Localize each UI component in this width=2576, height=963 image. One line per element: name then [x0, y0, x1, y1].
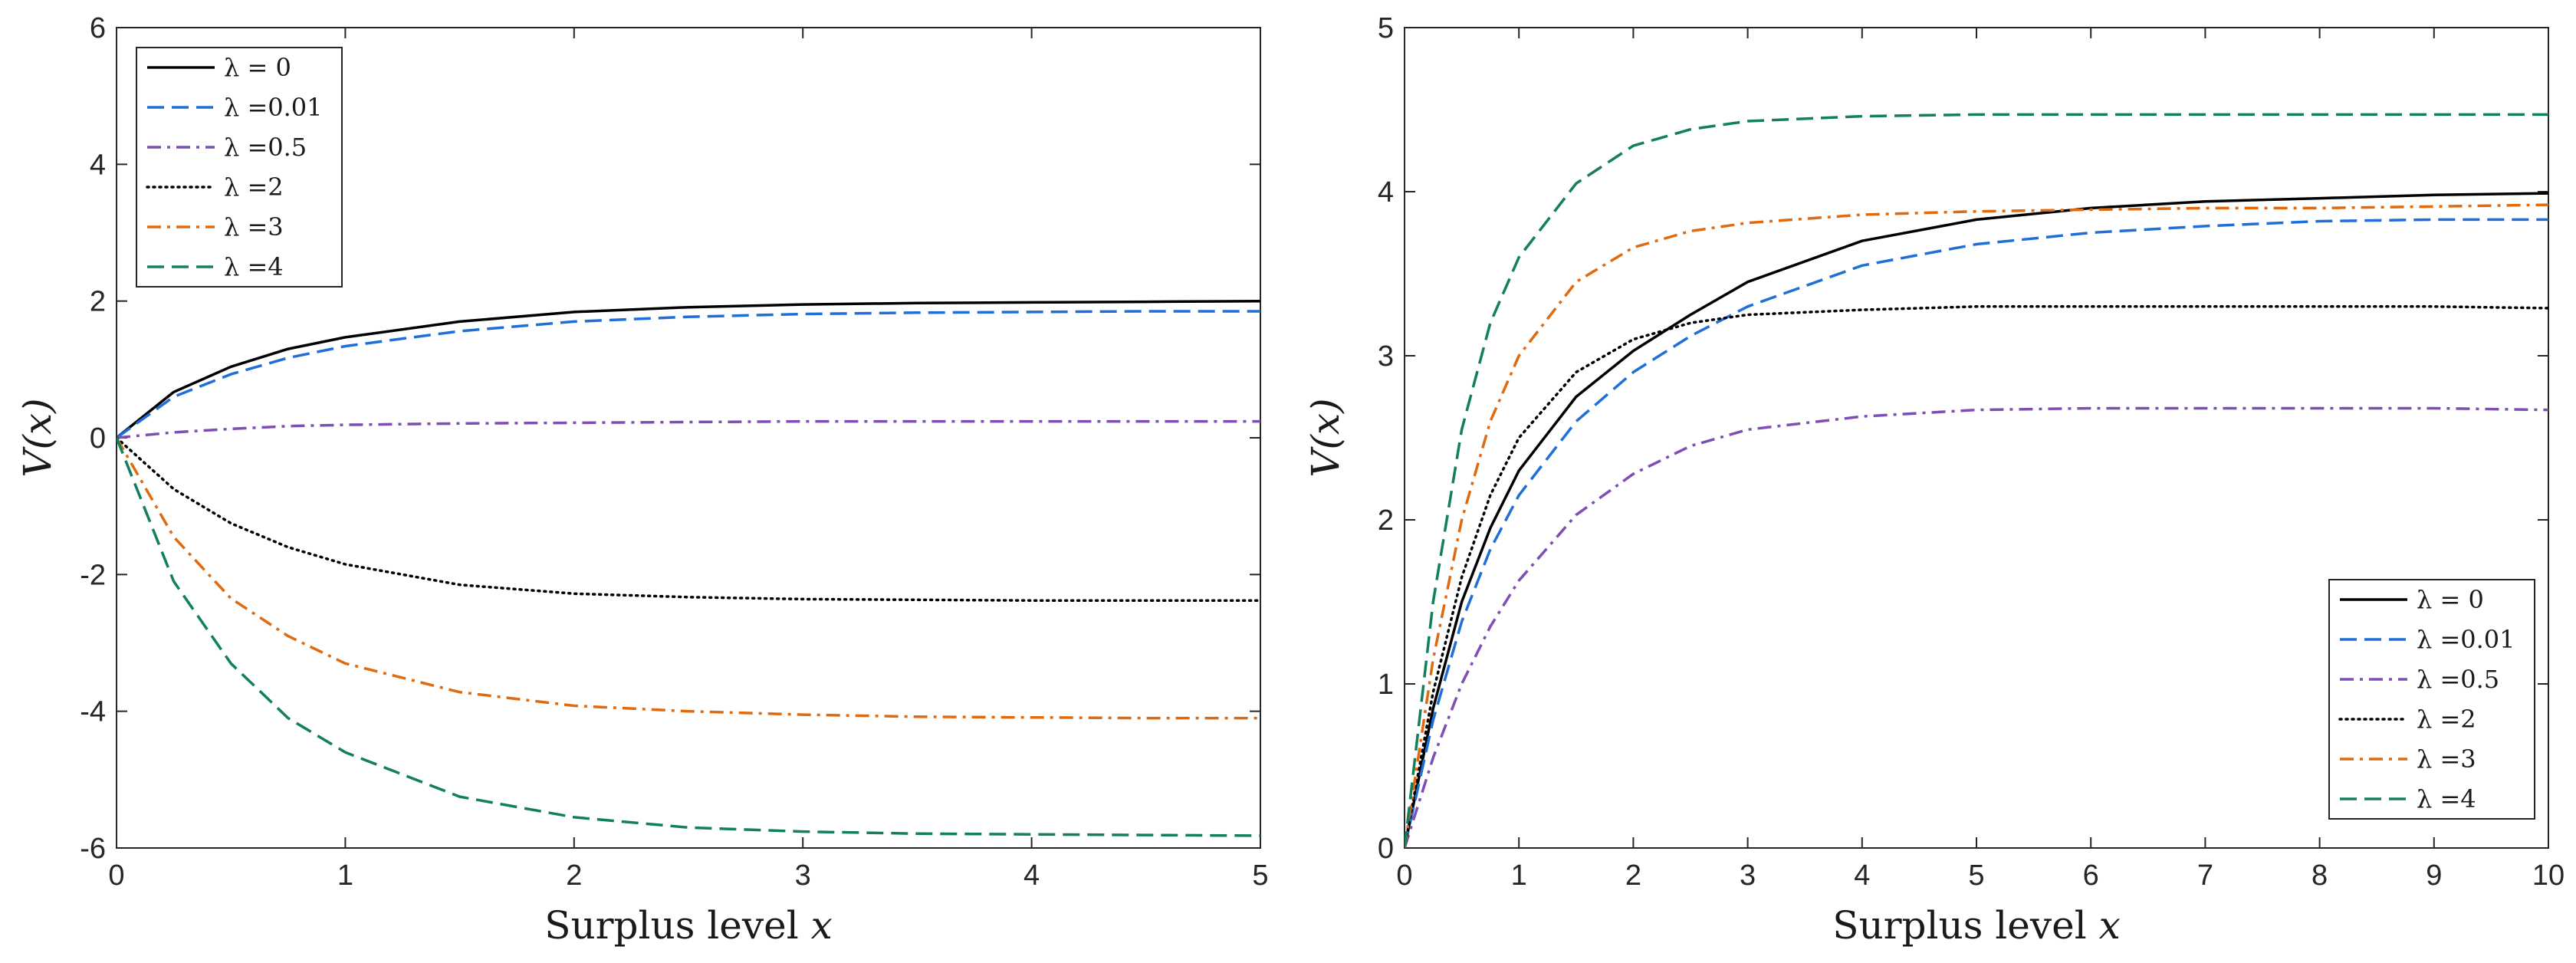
- series-line-1: [117, 299, 1260, 439]
- series-line-4: [117, 436, 1260, 602]
- legend-label: λ =0.5: [224, 133, 307, 162]
- x-tick-label: 5: [1968, 859, 1984, 892]
- series-line-2: [1405, 218, 2548, 848]
- legend: λ = 0 λ =0.01 λ =0.5 λ =2 λ =3 λ =4: [136, 47, 343, 288]
- x-tick-label: 10: [2532, 859, 2564, 892]
- x-tick-label: 5: [1252, 859, 1268, 892]
- x-tick-label: 0: [1396, 859, 1412, 892]
- x-tick-label: 1: [337, 859, 353, 892]
- chart-panel-2: 0 1 2 3 4 5 6 7 8 9 10 0 1 2 3 4 5 Surplus level x V(x) λ =…: [1303, 12, 2564, 948]
- legend-box: [136, 47, 343, 288]
- y-tick-label: -4: [80, 696, 106, 728]
- x-tick-label: 6: [2083, 859, 2099, 892]
- x-tick-label: 0: [108, 859, 124, 892]
- series-line-5: [1405, 203, 2548, 848]
- y-tick-label: 0: [1378, 833, 1394, 865]
- series-line-5: [117, 437, 1260, 720]
- y-tick-label: 0: [90, 422, 106, 455]
- y-axis-label: V(x): [15, 398, 60, 477]
- y-tick-label: 5: [1378, 12, 1394, 44]
- x-tick-label: 8: [2312, 859, 2328, 892]
- y-tick-label: 3: [1378, 340, 1394, 373]
- y-tick-label: 4: [1378, 176, 1394, 209]
- series-line-2: [117, 310, 1260, 439]
- series-line-3: [1405, 406, 2548, 848]
- y-tick-label: 2: [1378, 505, 1394, 537]
- legend-label: λ = 0: [2417, 585, 2484, 614]
- x-tick-label: 7: [2197, 859, 2213, 892]
- legend-label: λ =4: [224, 252, 284, 281]
- legend-label: λ =0.01: [2417, 625, 2515, 654]
- series-line-6: [1405, 113, 2548, 848]
- legend: λ = 0 λ =0.01 λ =0.5 λ =2 λ =3 λ =4: [2328, 579, 2535, 820]
- y-axis-label: V(x): [1303, 398, 1348, 477]
- legend-label: λ =3: [224, 212, 284, 242]
- x-axis-label: Surplus level x: [544, 903, 833, 948]
- x-tick-label: 1: [1511, 859, 1527, 892]
- x-tick-label: 3: [795, 859, 811, 892]
- legend-label: λ =4: [2417, 784, 2476, 813]
- x-tick-label: 2: [1625, 859, 1641, 892]
- y-tick-label: -6: [80, 833, 106, 865]
- y-tick-label: 6: [90, 12, 106, 44]
- x-tick-label: 2: [566, 859, 582, 892]
- x-tick-label: 4: [1024, 859, 1040, 892]
- series-line-1: [1405, 192, 2548, 848]
- y-tick-label: -2: [80, 559, 106, 591]
- legend-label: λ =3: [2417, 744, 2476, 774]
- chart-panel-1: 0 1 2 3 4 5 -6 -4 -2 0 2 4 6 Surplus level x V(x) λ = 0…: [15, 12, 1269, 948]
- y-tick-label: 4: [90, 149, 106, 181]
- legend-label: λ = 0: [224, 53, 291, 82]
- series-line-4: [1405, 305, 2548, 848]
- x-tick-label: 9: [2426, 859, 2442, 892]
- legend-label: λ =0.5: [2417, 665, 2499, 694]
- series-line-6: [117, 437, 1260, 837]
- legend-label: λ =2: [224, 173, 284, 202]
- legend-label: λ =2: [2417, 705, 2476, 734]
- y-tick-label: 1: [1378, 669, 1394, 701]
- x-tick-label: 4: [1854, 859, 1870, 892]
- y-tick-label: 2: [90, 286, 106, 318]
- series-line-3: [117, 419, 1260, 439]
- x-tick-label: 3: [1740, 859, 1756, 892]
- legend-box: [2328, 579, 2535, 820]
- x-axis-label: Surplus level x: [1832, 903, 2121, 948]
- legend-label: λ =0.01: [224, 93, 323, 122]
